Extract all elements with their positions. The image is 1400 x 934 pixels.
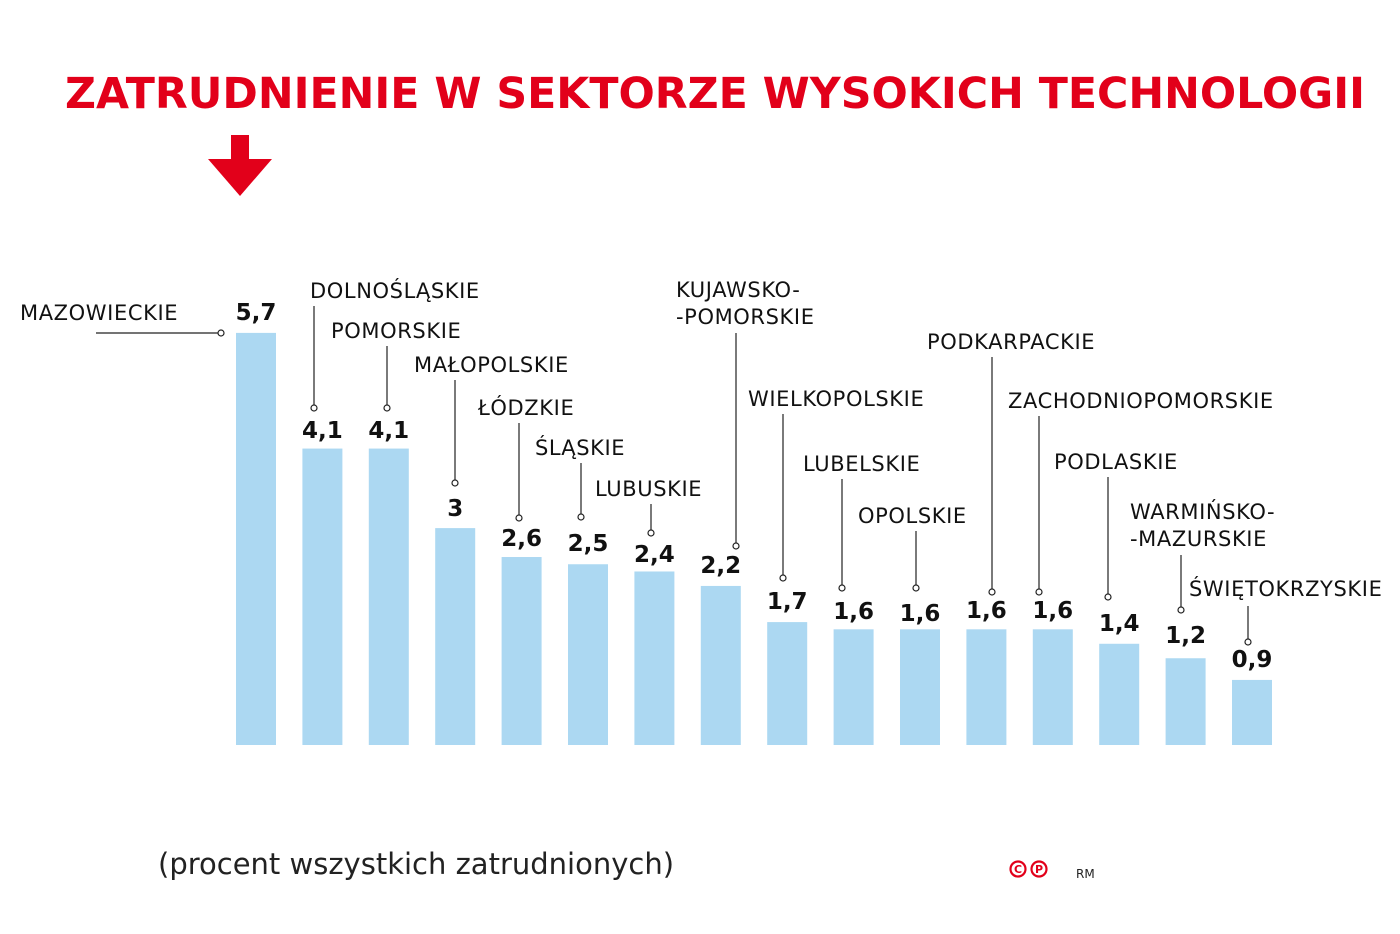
leader-dot-8: [779, 574, 787, 582]
region-label-14-line-1: -MAZURSKIE: [1130, 527, 1267, 551]
svg-text:C: C: [1014, 863, 1022, 876]
region-label-12: ZACHODNIOPOMORSKIE: [1008, 389, 1274, 413]
region-label-11: PODKARPACKIE: [927, 330, 1095, 354]
bar-3: [435, 528, 476, 745]
region-label-9: LUBELSKIE: [803, 452, 920, 476]
leader-dot-3: [451, 479, 459, 487]
bars-group: [236, 332, 1272, 745]
region-labels-group: MAZOWIECKIE DOLNOŚLĄSKIE POMORSKIE MAŁOPOLS…: [20, 278, 1382, 601]
value-label-14: 1,2: [1165, 623, 1206, 649]
chart-subtitle: (procent wszystkich zatrudnionych): [158, 847, 674, 881]
bar-7: [700, 585, 741, 745]
bar-10: [900, 629, 940, 745]
region-label-2: POMORSKIE: [331, 319, 461, 343]
leader-dot-10: [912, 584, 920, 592]
value-label-8: 1,7: [767, 589, 808, 615]
bar-12: [1032, 629, 1073, 745]
copyright-logo: C P: [1009, 860, 1048, 878]
leader-dot-1: [310, 404, 318, 412]
region-label-14-line-0: WARMIŃSKO-: [1130, 499, 1275, 524]
leader-dot-0: [217, 329, 225, 337]
leaders-group: [96, 306, 1252, 646]
value-label-15: 0,9: [1232, 647, 1273, 673]
region-label-7-line-1: -POMORSKIE: [676, 305, 815, 329]
leader-dot-11: [988, 588, 996, 596]
bar-0: [236, 332, 276, 745]
value-label-9: 1,6: [833, 599, 874, 625]
leader-dot-13: [1104, 593, 1112, 601]
chart-title: ZATRUDNIENIE W SEKTORZE WYSOKICH TECHNOL…: [65, 69, 1365, 119]
bar-9: [833, 629, 874, 745]
value-label-3: 3: [447, 496, 463, 522]
leader-dot-12: [1035, 588, 1043, 596]
bar-6: [634, 571, 675, 745]
bar-2: [368, 448, 409, 745]
leader-dot-7: [732, 542, 740, 550]
leader-dot-9: [838, 584, 846, 592]
bar-1: [302, 448, 343, 745]
region-label-1: DOLNOŚLĄSKIE: [310, 278, 480, 303]
value-label-4: 2,6: [501, 526, 542, 552]
value-label-13: 1,4: [1099, 611, 1140, 637]
bar-8: [767, 622, 808, 745]
value-label-5: 2,5: [568, 531, 609, 557]
region-label-0: MAZOWIECKIE: [20, 301, 178, 325]
bar-15: [1232, 679, 1272, 745]
leader-dot-14: [1177, 606, 1185, 614]
bar-11: [966, 629, 1007, 745]
bar-14: [1165, 658, 1206, 745]
leader-dot-2: [383, 404, 391, 412]
value-labels-group: 5,7 4,1 4,1 3 2,6 2,5 2,4 2,2 1,7 1,6 1,6 1,6 1,6 1,4…: [236, 300, 1273, 673]
region-label-3: MAŁOPOLSKIE: [414, 353, 569, 377]
bar-4: [501, 557, 542, 745]
leader-dot-15: [1244, 638, 1252, 646]
svg-text:P: P: [1035, 863, 1043, 876]
value-label-7: 2,2: [700, 553, 741, 579]
leader-dot-5: [577, 513, 585, 521]
value-label-12: 1,6: [1032, 598, 1073, 624]
bar-5: [568, 564, 608, 745]
leader-dot-4: [515, 514, 523, 522]
region-label-4: ŁÓDZKIE: [477, 395, 574, 420]
value-label-11: 1,6: [966, 598, 1007, 624]
value-label-6: 2,4: [634, 542, 675, 568]
down-arrow-icon: [208, 135, 272, 196]
region-label-7-line-0: KUJAWSKO-: [676, 278, 800, 302]
value-label-10: 1,6: [900, 601, 941, 627]
region-label-13: PODLASKIE: [1054, 450, 1178, 474]
value-label-2: 4,1: [368, 418, 409, 444]
region-label-15: ŚWIĘTOKRZYSKIE: [1189, 576, 1382, 601]
bar-13: [1099, 643, 1140, 745]
leader-dot-6: [647, 529, 655, 537]
value-label-0: 5,7: [236, 300, 277, 326]
value-label-1: 4,1: [302, 418, 343, 444]
region-label-10: OPOLSKIE: [858, 504, 967, 528]
region-label-6: LUBUSKIE: [595, 477, 702, 501]
region-label-8: WIELKOPOLSKIE: [748, 387, 924, 411]
region-label-5: ŚLĄSKIE: [535, 435, 625, 460]
author-credit: RM: [1076, 867, 1095, 881]
